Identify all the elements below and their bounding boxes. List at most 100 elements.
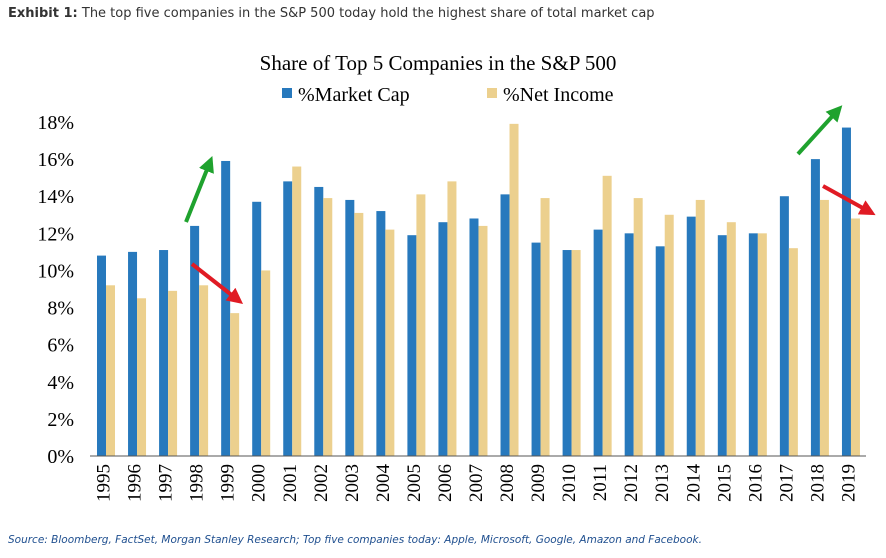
bar-net-income-2018 — [819, 199, 829, 456]
bar-market-cap-2016 — [748, 233, 758, 456]
bar-net-income-2016 — [757, 233, 767, 456]
bar-net-income-2008 — [509, 123, 519, 456]
x-tick-label: 2001 — [280, 464, 301, 502]
bar-net-income-2015 — [726, 222, 736, 456]
bar-market-cap-2000 — [252, 201, 262, 456]
exhibit-label: Exhibit 1: — [8, 6, 78, 21]
green-up-arrow-2019 — [796, 105, 843, 156]
red-down-arrow-1999 — [190, 262, 244, 304]
bar-market-cap-1996 — [128, 251, 138, 456]
bar-market-cap-2009 — [531, 242, 541, 456]
bar-market-cap-2012 — [624, 233, 634, 456]
bar-net-income-1998 — [199, 285, 209, 456]
y-tick-label: 4% — [47, 372, 74, 394]
bar-net-income-2002 — [323, 198, 333, 457]
bar-market-cap-2018 — [810, 159, 820, 456]
x-tick-label: 1999 — [218, 464, 239, 502]
annotations — [184, 105, 876, 304]
bar-market-cap-2010 — [562, 250, 572, 456]
legend-swatch-1 — [487, 88, 497, 98]
y-tick-label: 6% — [47, 335, 74, 357]
bar-market-cap-1999 — [221, 160, 231, 456]
bar-net-income-2012 — [633, 198, 643, 457]
bar-net-income-2017 — [788, 248, 798, 456]
bar-market-cap-2004 — [376, 211, 386, 456]
bar-net-income-1996 — [137, 298, 147, 456]
bar-market-cap-2007 — [469, 218, 479, 456]
x-tick-label: 1995 — [94, 464, 115, 502]
x-tick-label: 2003 — [342, 464, 363, 502]
bar-market-cap-2003 — [345, 199, 355, 456]
x-tick-label: 2004 — [373, 464, 394, 503]
x-tick-label: 2011 — [590, 464, 611, 501]
y-tick-label: 8% — [47, 298, 74, 320]
bar-market-cap-2011 — [593, 229, 603, 456]
x-tick-label: 2016 — [745, 464, 766, 502]
bar-net-income-2013 — [664, 214, 674, 456]
y-tick-label: 0% — [47, 446, 74, 468]
x-tick-label: 2002 — [311, 464, 332, 502]
legend-label-1: %Net Income — [503, 84, 614, 106]
bar-market-cap-1997 — [159, 250, 169, 456]
x-tick-label: 2007 — [466, 464, 487, 502]
bars — [97, 123, 860, 457]
bar-net-income-2006 — [447, 181, 457, 456]
bar-net-income-2014 — [695, 199, 705, 456]
y-axis: 0% 2% 4% 6% 8% 10% 12% 14% 16% 18% — [37, 112, 74, 468]
bar-market-cap-2005 — [407, 235, 417, 456]
y-tick-label: 10% — [37, 260, 74, 282]
source-note: Source: Bloomberg, FactSet, Morgan Stanl… — [8, 534, 702, 546]
bar-net-income-2005 — [416, 194, 426, 456]
bar-net-income-2003 — [354, 212, 364, 456]
x-tick-label: 2009 — [528, 464, 549, 502]
bar-net-income-2001 — [292, 166, 302, 457]
x-tick-label: 2006 — [435, 464, 456, 502]
y-tick-label: 18% — [37, 112, 74, 134]
bar-market-cap-2019 — [841, 127, 851, 457]
bar-market-cap-2013 — [655, 246, 665, 456]
y-tick-label: 2% — [47, 409, 74, 431]
bar-net-income-1995 — [106, 285, 115, 456]
bar-market-cap-2002 — [314, 186, 324, 456]
bar-market-cap-2006 — [438, 222, 448, 456]
x-tick-label: 2014 — [683, 464, 704, 503]
legend-label-0: %Market Cap — [298, 84, 410, 106]
bar-market-cap-2014 — [686, 216, 696, 456]
x-tick-label: 1998 — [187, 464, 208, 502]
bar-net-income-2007 — [478, 225, 488, 456]
bar-net-income-2010 — [571, 250, 581, 456]
y-tick-label: 16% — [37, 149, 74, 171]
green-up-arrow-1998 — [184, 156, 214, 223]
bar-net-income-2004 — [385, 229, 395, 456]
x-tick-label: 2008 — [497, 464, 518, 502]
x-tick-label: 2013 — [652, 464, 673, 502]
x-tick-label: 2019 — [838, 464, 859, 502]
x-tick-label: 1997 — [156, 464, 177, 502]
bar-net-income-1999 — [230, 313, 240, 456]
bar-net-income-2019 — [850, 218, 860, 456]
red-down-arrow-2019 — [822, 184, 876, 216]
y-tick-label: 14% — [37, 186, 74, 208]
exhibit-text: The top five companies in the S&P 500 to… — [81, 6, 655, 21]
bar-market-cap-2001 — [283, 181, 293, 456]
legend-swatch-0 — [282, 88, 292, 98]
exhibit-caption: Exhibit 1: The top five companies in the… — [8, 6, 655, 21]
bar-market-cap-2008 — [500, 194, 510, 456]
bar-net-income-2000 — [261, 270, 271, 456]
y-tick-label: 12% — [37, 223, 74, 245]
chart-title: Share of Top 5 Companies in the S&P 500 — [260, 51, 617, 75]
x-tick-label: 2012 — [621, 464, 642, 502]
bar-market-cap-1995 — [97, 255, 106, 456]
x-tick-label: 2010 — [559, 464, 580, 502]
bar-net-income-1997 — [168, 290, 178, 456]
x-tick-label: 1996 — [125, 464, 146, 502]
bar-market-cap-2015 — [717, 235, 727, 456]
bar-market-cap-2017 — [779, 196, 789, 456]
bar-net-income-2011 — [602, 175, 612, 457]
x-tick-label: 2018 — [807, 464, 828, 502]
x-tick-label: 2017 — [776, 464, 797, 502]
x-tick-label: 2005 — [404, 464, 425, 502]
chart-legend: %Market Cap %Net Income — [282, 84, 614, 106]
x-axis: 1995 1996 1997 1998 1999 2000 2001 2002 2003 2004… — [90, 455, 866, 503]
